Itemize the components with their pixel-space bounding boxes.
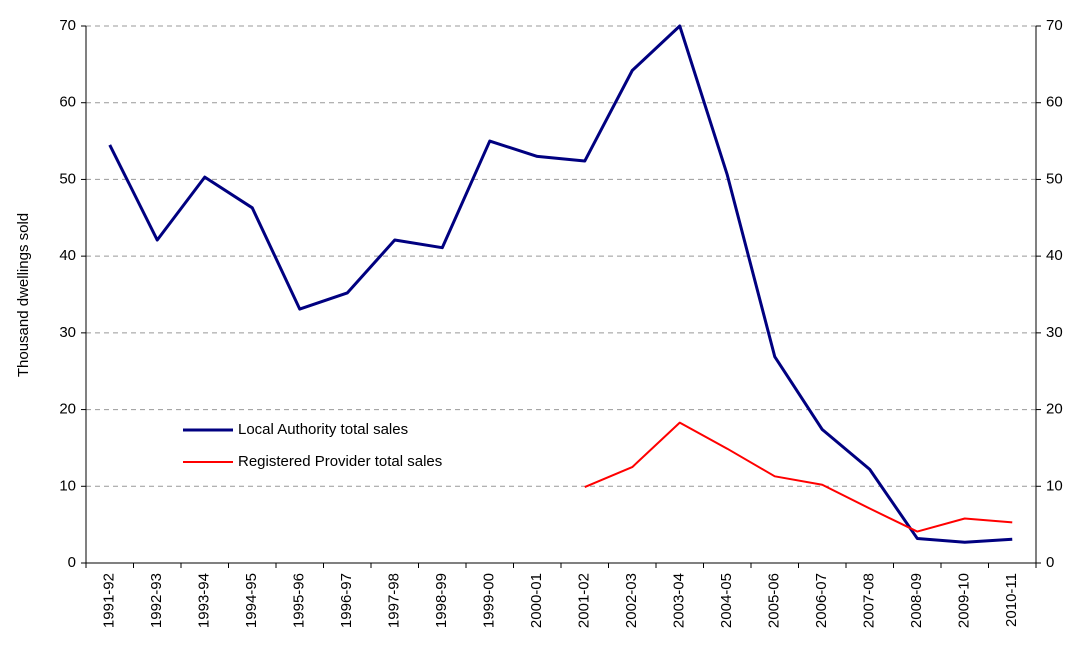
x-tick-label: 2010-11 bbox=[1003, 573, 1020, 627]
series-line bbox=[108, 24, 1013, 544]
y-tick-label: 10 bbox=[59, 477, 76, 494]
y-tick-label: 60 bbox=[59, 94, 76, 111]
y-tick-label: 0 bbox=[68, 554, 76, 571]
y2-tick-label: 70 bbox=[1046, 17, 1063, 34]
y2-tick-label: 50 bbox=[1046, 170, 1063, 187]
x-tick-label: 2006-07 bbox=[813, 573, 830, 628]
x-tick-label: 2003-04 bbox=[671, 573, 688, 628]
y-tick-label: 30 bbox=[59, 324, 76, 341]
x-tick-label: 2005-06 bbox=[766, 573, 783, 628]
y-axis-label: Thousand dwellings sold bbox=[15, 213, 32, 377]
x-tick-label: 2009-10 bbox=[956, 573, 973, 628]
legend-label: Local Authority total sales bbox=[238, 421, 408, 438]
x-tick-label: 1996-97 bbox=[338, 573, 355, 628]
y2-tick-label: 20 bbox=[1046, 401, 1063, 418]
y2-tick-label: 0 bbox=[1046, 554, 1054, 571]
x-tick-label: 1997-98 bbox=[386, 573, 403, 628]
y-tick-label: 40 bbox=[59, 247, 76, 264]
x-tick-label: 1992-93 bbox=[148, 573, 165, 628]
x-tick-label: 1994-95 bbox=[243, 573, 260, 628]
x-tick-label: 1993-94 bbox=[196, 573, 213, 628]
x-tick-label: 2004-05 bbox=[718, 573, 735, 628]
x-tick-label: 1991-92 bbox=[101, 573, 118, 628]
y2-tick-label: 60 bbox=[1046, 94, 1063, 111]
x-tick-label: 2008-09 bbox=[908, 573, 925, 628]
x-tick-label: 2000-01 bbox=[528, 573, 545, 628]
x-tick-label: 1995-96 bbox=[291, 573, 308, 628]
legend-label: Registered Provider total sales bbox=[238, 453, 442, 470]
series-line bbox=[584, 421, 1013, 533]
y2-tick-label: 30 bbox=[1046, 324, 1063, 341]
y2-tick-label: 40 bbox=[1046, 247, 1063, 264]
x-tick-label: 2007-08 bbox=[861, 573, 878, 628]
y2-tick-label: 10 bbox=[1046, 477, 1063, 494]
x-tick-label: 2002-03 bbox=[623, 573, 640, 628]
x-tick-label: 1999-00 bbox=[481, 573, 498, 628]
y-tick-label: 50 bbox=[59, 170, 76, 187]
x-tick-label: 2001-02 bbox=[576, 573, 593, 628]
x-tick-label: 1998-99 bbox=[433, 573, 450, 628]
y-tick-label: 70 bbox=[59, 17, 76, 34]
y-tick-label: 20 bbox=[59, 401, 76, 418]
